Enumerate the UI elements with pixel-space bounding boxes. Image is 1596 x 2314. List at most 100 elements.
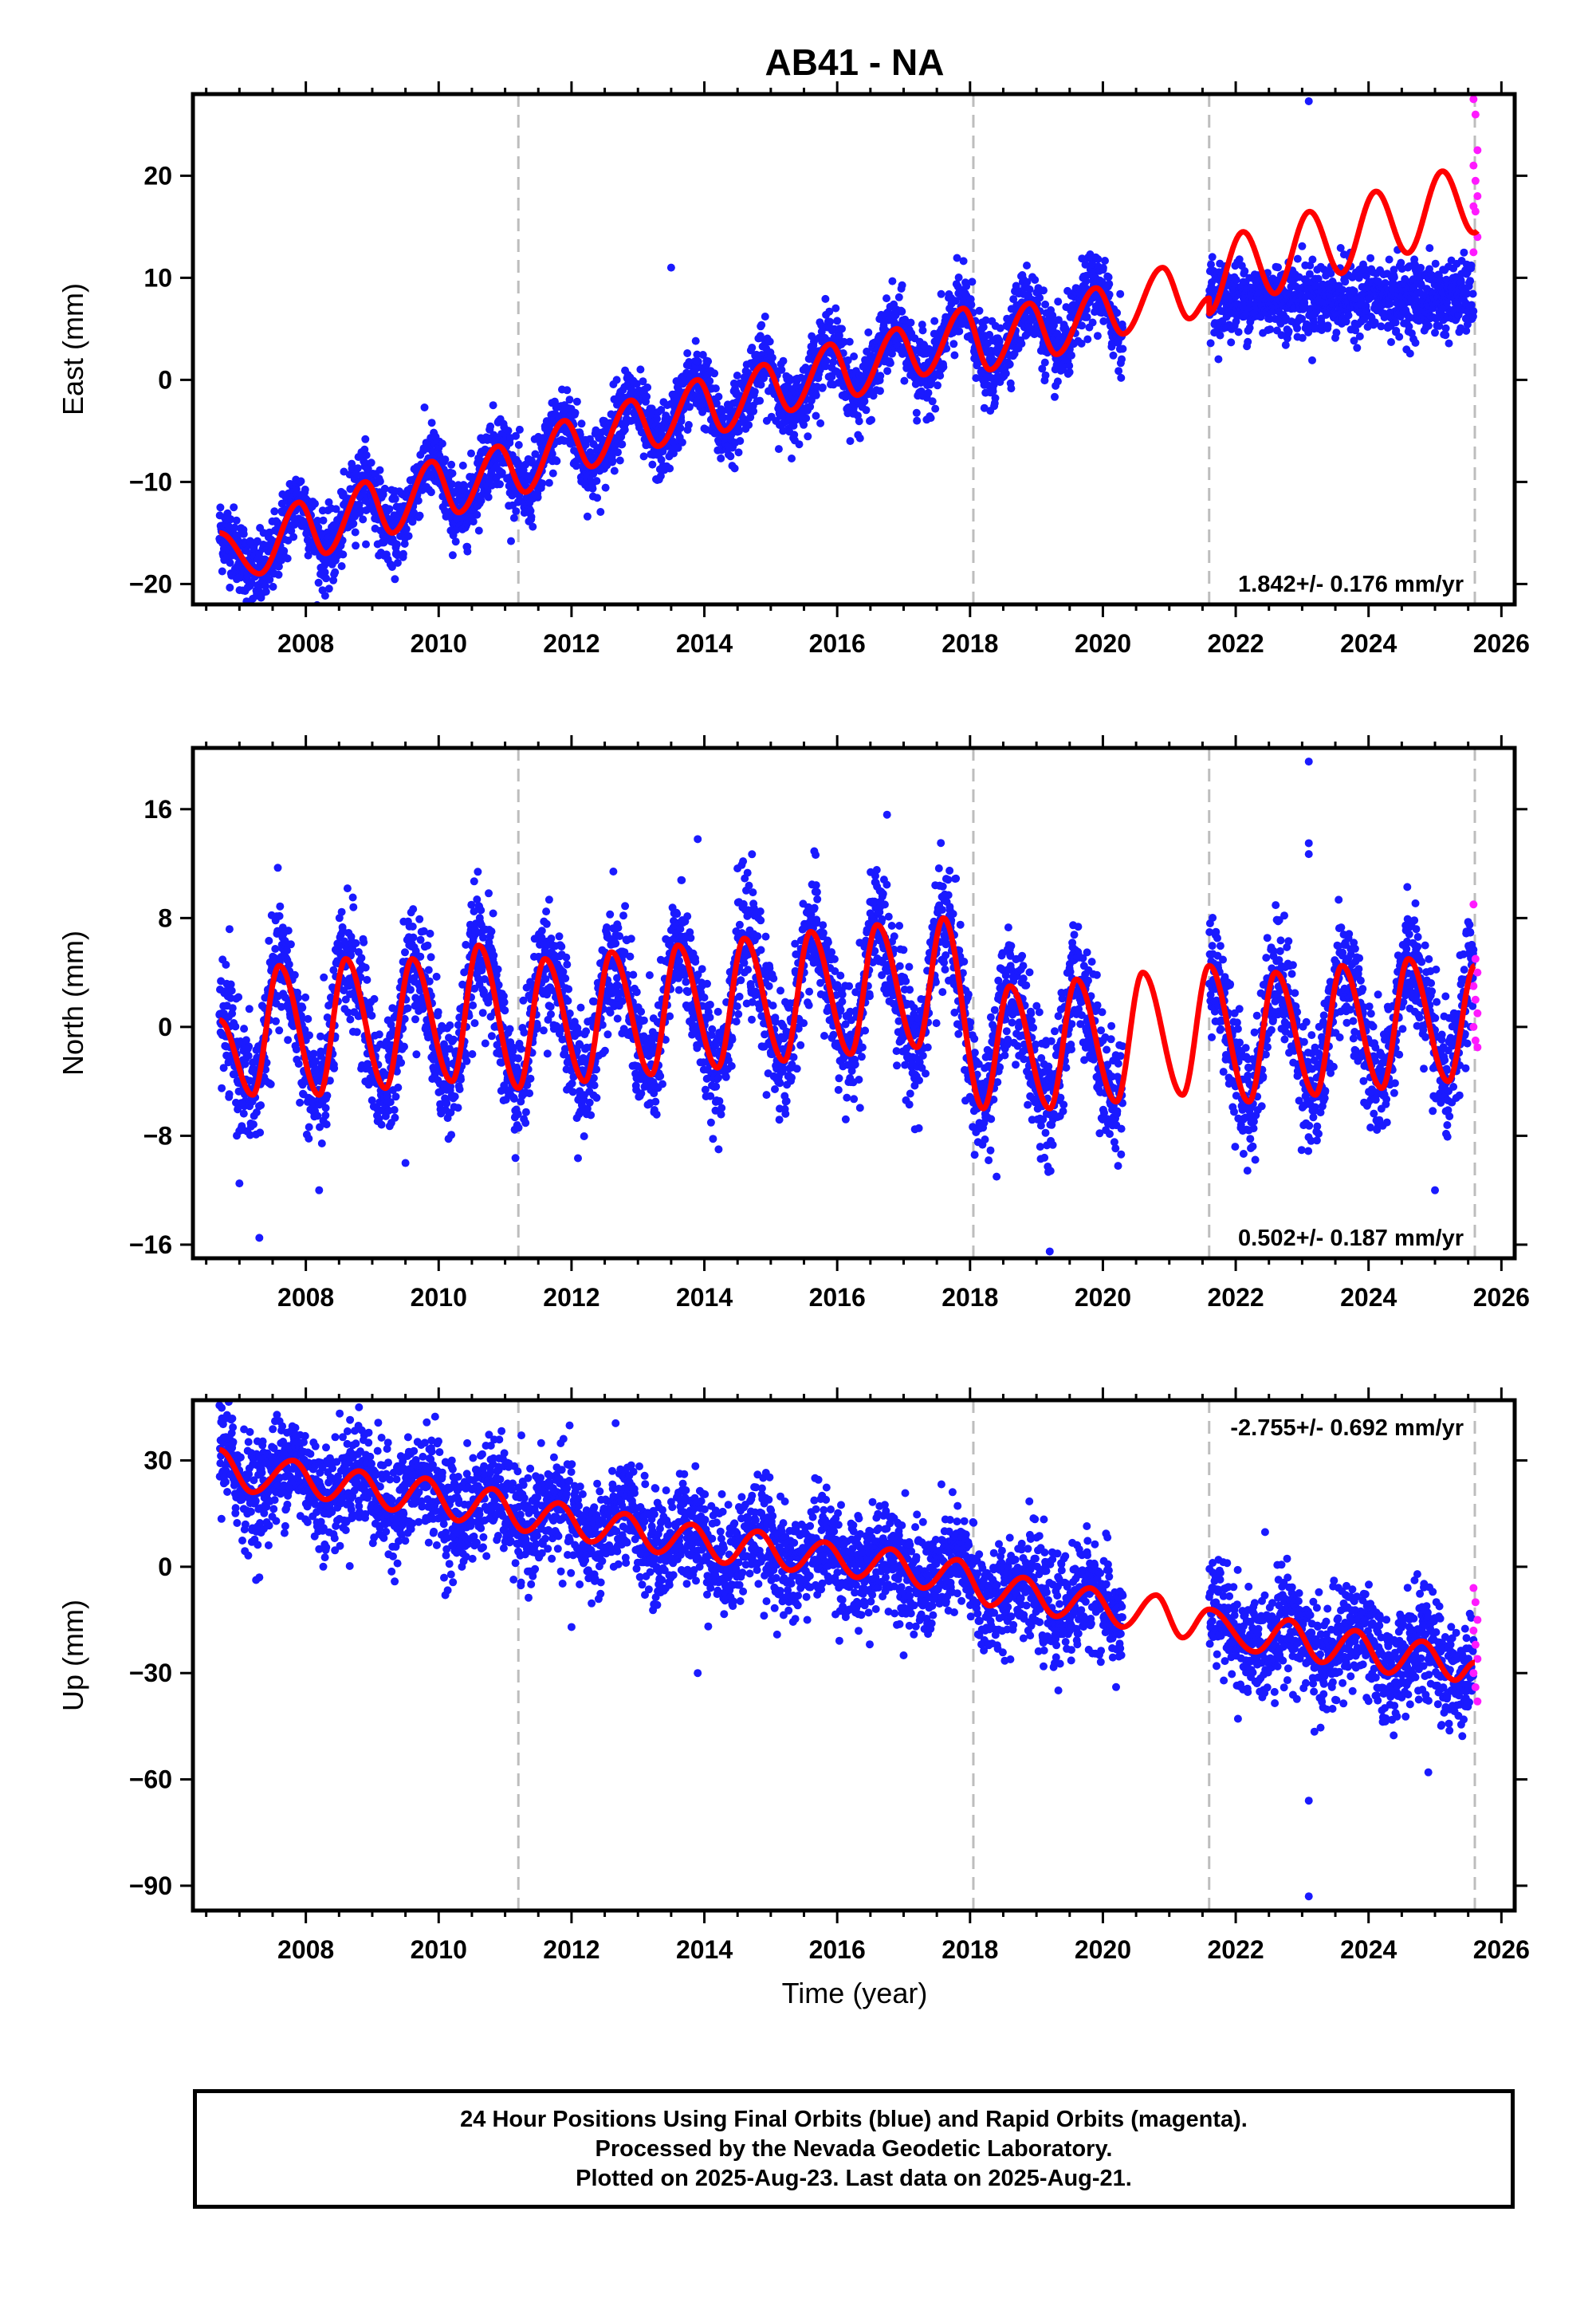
data-point <box>362 540 370 549</box>
data-point <box>496 480 504 489</box>
data-point <box>232 516 241 525</box>
data-point <box>1366 254 1375 262</box>
data-point <box>1232 276 1240 284</box>
rapid-point <box>1469 248 1478 257</box>
data-point <box>812 411 820 420</box>
data-point <box>912 408 921 417</box>
data-point <box>322 574 330 583</box>
data-point <box>320 568 329 577</box>
data-point <box>968 277 977 286</box>
data-point <box>504 427 513 435</box>
data-point <box>821 294 830 303</box>
data-point <box>936 372 945 380</box>
data-point <box>280 546 289 555</box>
data-point <box>1293 324 1302 333</box>
data-point <box>458 461 467 470</box>
data-point <box>349 519 358 528</box>
data-point <box>552 457 561 466</box>
data-point <box>818 383 827 392</box>
data-point <box>244 1052 253 1061</box>
data-point <box>795 440 804 449</box>
data-point <box>228 1004 237 1013</box>
data-point <box>245 1005 254 1013</box>
data-point <box>391 575 399 584</box>
data-point <box>572 397 581 406</box>
data-point <box>427 488 435 497</box>
data-point <box>509 514 518 522</box>
y-tick-label: −20 <box>129 569 172 598</box>
data-point <box>529 522 537 531</box>
data-point <box>348 893 357 902</box>
data-point <box>337 562 346 570</box>
data-point <box>1441 324 1450 333</box>
data-point <box>898 307 906 316</box>
data-point <box>276 902 285 911</box>
data-point <box>643 392 651 401</box>
data-point <box>463 547 472 556</box>
data-point <box>367 458 375 467</box>
data-point <box>296 1098 305 1107</box>
data-point <box>1431 329 1439 337</box>
data-point <box>222 960 230 969</box>
data-point <box>253 537 261 545</box>
data-point <box>898 281 906 289</box>
data-point <box>1298 333 1307 342</box>
data-point <box>240 1025 249 1033</box>
data-point <box>1385 255 1394 264</box>
data-point <box>1109 351 1118 360</box>
data-point <box>636 365 645 374</box>
data-point <box>876 387 884 396</box>
data-point <box>749 407 758 415</box>
data-point <box>714 392 723 401</box>
data-point <box>926 414 935 423</box>
x-tick-label: 2024 <box>1340 629 1397 658</box>
data-point <box>937 289 945 298</box>
x-tick-label: 2014 <box>676 629 733 658</box>
data-point <box>639 452 648 461</box>
data-point <box>1067 351 1075 360</box>
data-point <box>216 503 225 512</box>
data-point <box>474 526 483 535</box>
data-point <box>864 328 873 336</box>
data-point <box>297 477 305 486</box>
data-point <box>900 376 909 385</box>
data-point <box>1053 377 1062 386</box>
data-point <box>230 503 238 512</box>
data-point <box>313 517 322 525</box>
data-point <box>850 352 859 360</box>
data-point <box>860 397 869 406</box>
data-point <box>979 323 988 332</box>
data-point <box>245 1042 254 1051</box>
data-point <box>563 386 572 395</box>
data-point <box>311 499 319 508</box>
outlier-point <box>1304 96 1313 105</box>
data-point <box>1041 371 1050 380</box>
data-point <box>353 464 362 473</box>
data-point <box>967 301 976 309</box>
data-point <box>1099 263 1107 272</box>
data-point <box>618 440 627 449</box>
data-point <box>1411 338 1420 347</box>
data-point <box>1005 360 1014 368</box>
data-point <box>399 549 407 558</box>
data-point <box>1088 318 1097 327</box>
data-point <box>349 903 358 911</box>
data-point <box>337 907 346 916</box>
data-point <box>218 1084 226 1092</box>
data-point <box>684 420 693 429</box>
data-point <box>838 325 846 333</box>
data-point <box>357 954 366 962</box>
data-point <box>448 551 457 560</box>
data-point <box>391 1113 399 1122</box>
data-point <box>272 1017 280 1025</box>
data-point <box>283 554 292 563</box>
data-point <box>1214 355 1223 364</box>
data-point <box>234 993 243 1002</box>
data-point <box>583 512 592 521</box>
data-point <box>894 293 903 301</box>
data-point <box>289 533 298 541</box>
data-point <box>1031 276 1040 284</box>
data-point <box>362 451 371 459</box>
data-point <box>934 381 941 390</box>
data-point <box>855 417 863 426</box>
